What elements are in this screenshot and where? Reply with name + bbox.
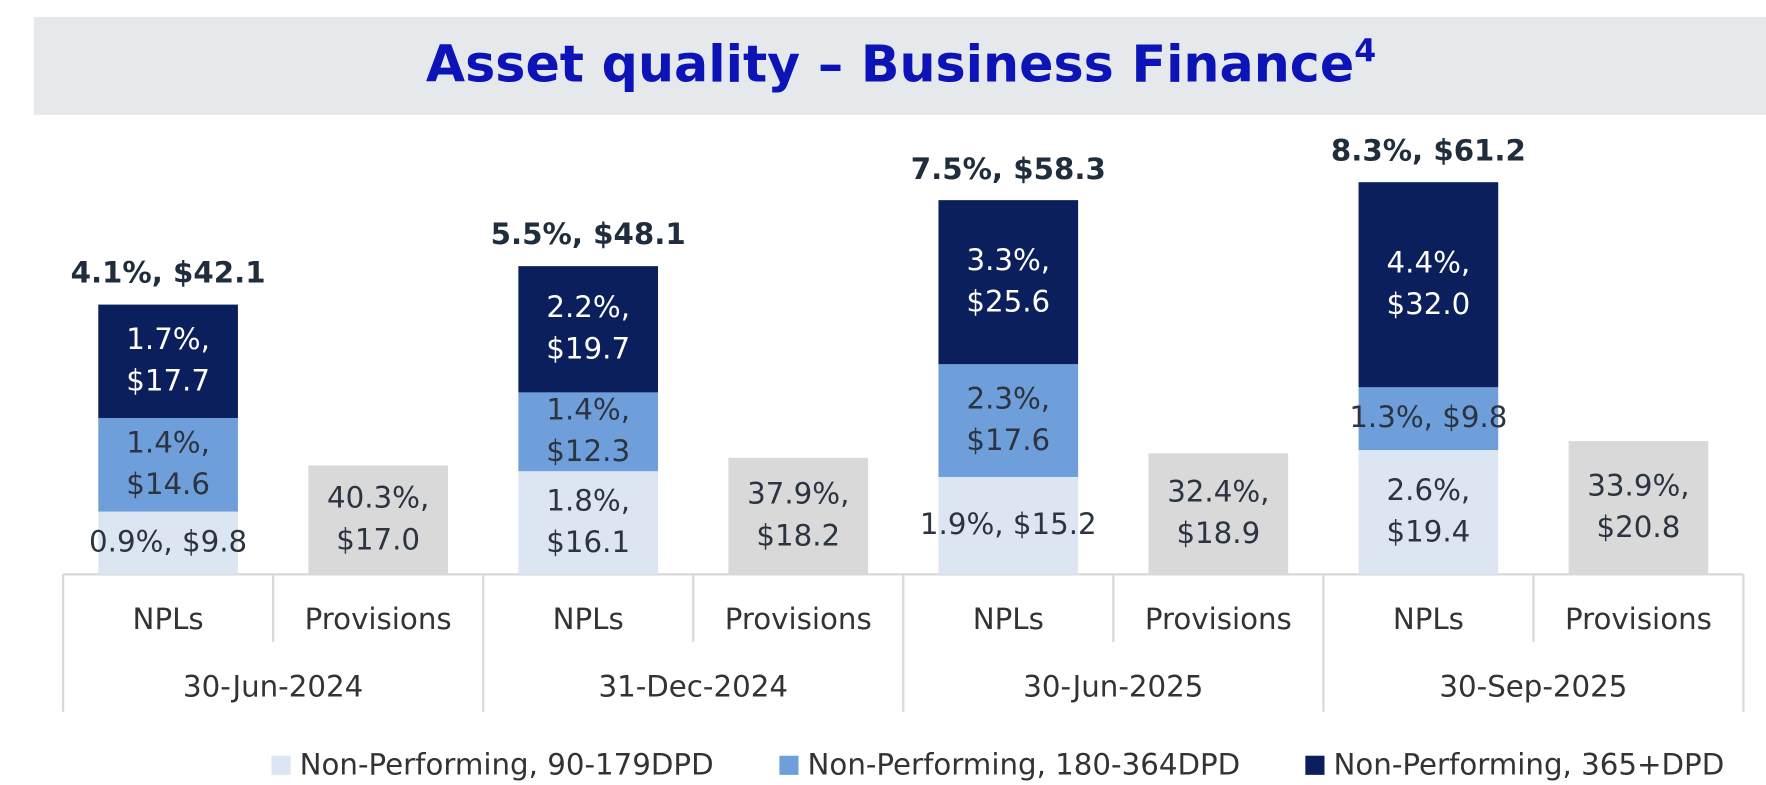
total-label: 5.5%, $48.1 <box>491 217 686 251</box>
segment-label: $32.0 <box>1386 287 1470 321</box>
segment-label: 1.8%, <box>546 483 630 517</box>
segment-label: 2.6%, <box>1387 473 1471 507</box>
bar-segment <box>98 304 238 419</box>
title-band <box>33 16 1766 115</box>
segment-label: 2.3%, <box>966 381 1050 415</box>
bar-segment <box>1568 441 1709 575</box>
total-label: 4.1%, $42.1 <box>71 256 266 290</box>
bar-segment <box>1358 450 1499 575</box>
bar-segment <box>1358 182 1499 388</box>
segment-label: $17.7 <box>126 364 210 398</box>
x-tick-label: Provisions <box>725 602 872 636</box>
group-label: 30-Jun-2024 <box>183 670 363 704</box>
bar-segment <box>98 511 238 575</box>
segment-label: 3.3%, <box>966 243 1050 277</box>
title-footnote: 4 <box>1354 33 1376 69</box>
bar-segment <box>728 457 869 575</box>
segment-label: 1.9%, $15.2 <box>920 507 1097 541</box>
x-tick-label: Provisions <box>305 602 452 636</box>
segment-label: 1.3%, $9.8 <box>1349 400 1507 434</box>
group-label: 30-Sep-2025 <box>1439 670 1627 704</box>
segment-label: 0.9%, $9.8 <box>89 524 247 558</box>
x-tick-label: NPLs <box>1393 602 1464 636</box>
segment-label: $18.9 <box>1176 516 1260 550</box>
segment-label: 33.9%, <box>1587 468 1689 502</box>
segment-label: $20.8 <box>1597 510 1681 544</box>
segment-label: $14.6 <box>126 467 210 501</box>
x-tick-label: NPLs <box>553 602 624 636</box>
title-text: Asset quality – Business Finance <box>426 35 1354 94</box>
total-label: 7.5%, $58.3 <box>911 152 1106 186</box>
bar-segment <box>938 476 1079 575</box>
segment-label: $12.3 <box>546 434 630 468</box>
segment-label: $19.4 <box>1386 515 1470 549</box>
segment-label: $19.7 <box>546 332 630 366</box>
bar-segment <box>938 364 1079 477</box>
bar-segment <box>1358 387 1499 451</box>
legend-label: Non-Performing, 90-179DPD <box>300 747 714 781</box>
bar-segment <box>518 266 659 393</box>
x-tick-label: NPLs <box>973 602 1044 636</box>
segment-label: $17.6 <box>966 423 1050 457</box>
bar-segment <box>308 465 448 575</box>
group-label: 30-Jun-2025 <box>1023 670 1203 704</box>
segment-label: 40.3%, <box>327 481 429 515</box>
segment-label: $18.2 <box>756 518 840 552</box>
x-tick-label: Provisions <box>1565 602 1712 636</box>
bar-segment <box>98 418 238 512</box>
x-tick-label: Provisions <box>1145 602 1292 636</box>
segment-label: $25.6 <box>966 285 1050 319</box>
bar-segment <box>518 392 659 472</box>
bar-segment <box>1148 453 1289 575</box>
segment-label: 32.4%, <box>1167 474 1269 508</box>
segment-label: $16.1 <box>546 525 630 559</box>
x-tick-label: NPLs <box>133 602 204 636</box>
legend-label: Non-Performing, 180-364DPD <box>808 747 1241 781</box>
legend-swatch <box>1305 755 1325 775</box>
bar-segment <box>938 200 1079 365</box>
total-label: 8.3%, $61.2 <box>1331 133 1526 167</box>
group-label: 31-Dec-2024 <box>598 670 787 704</box>
bar-segment <box>518 471 659 575</box>
segment-label: 1.7%, <box>126 322 210 356</box>
segment-label: 2.2%, <box>546 290 630 324</box>
segment-label: 37.9%, <box>747 477 849 511</box>
segment-label: 1.4%, <box>546 392 630 426</box>
chart-title: Asset quality – Business Finance4 <box>426 33 1376 94</box>
legend-swatch <box>271 755 291 775</box>
segment-label: 4.4%, <box>1387 245 1471 279</box>
segment-label: $17.0 <box>336 522 420 556</box>
legend-swatch <box>779 755 799 775</box>
legend-label: Non-Performing, 365+DPD <box>1334 747 1725 781</box>
segment-label: 1.4%, <box>126 425 210 459</box>
